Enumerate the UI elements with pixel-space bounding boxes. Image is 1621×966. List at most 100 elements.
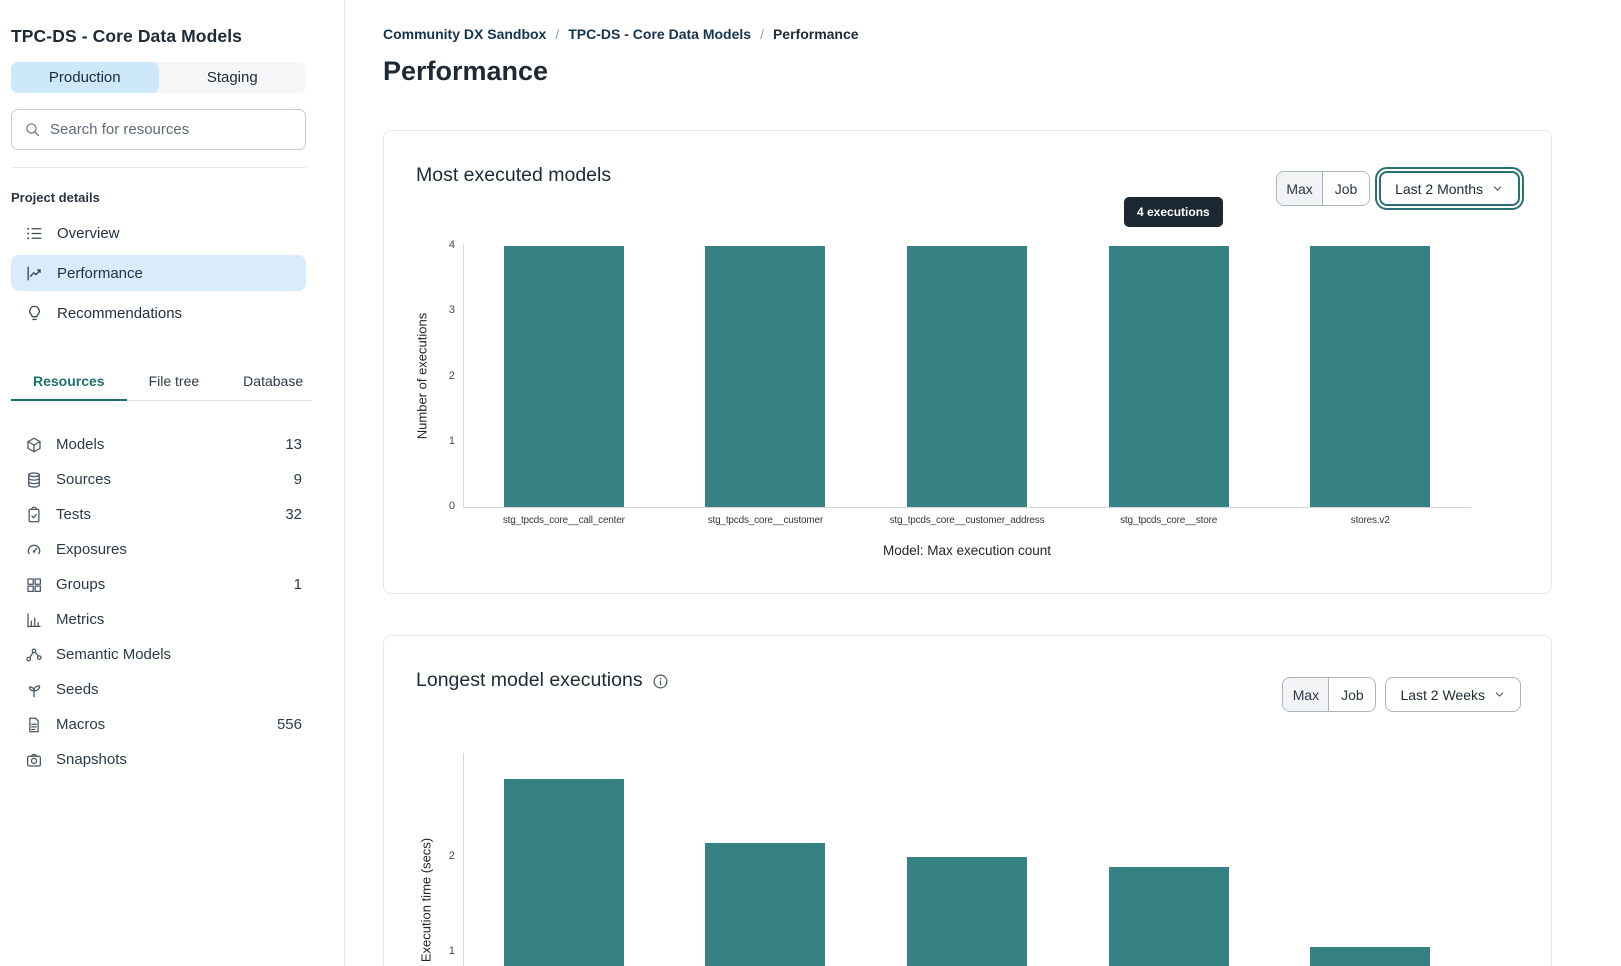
main-content: Community DX Sandbox / TPC-DS - Core Dat… <box>345 0 1621 966</box>
sidebar-item-sources[interactable]: Sources 9 <box>11 462 306 497</box>
resource-count: 9 <box>293 471 302 488</box>
divider <box>11 167 306 168</box>
project-details-label: Project details <box>11 190 100 205</box>
grid-icon <box>25 576 43 594</box>
resource-count: 32 <box>285 506 302 523</box>
resource-label: Macros <box>56 716 106 733</box>
y-axis-tick-label: 0 <box>448 500 455 512</box>
info-icon[interactable] <box>652 673 669 690</box>
seedling-icon <box>25 681 43 699</box>
sidebar-item-tests[interactable]: Tests 32 <box>11 497 306 532</box>
chart-bar[interactable] <box>705 842 826 966</box>
sidebar-item-label: Overview <box>57 224 120 242</box>
resource-label: Seeds <box>56 681 99 698</box>
chart-bar[interactable] <box>503 246 624 507</box>
tab-resources[interactable]: Resources <box>11 363 127 401</box>
y-axis-title: Execution time (secs) <box>418 837 434 963</box>
x-axis-category-label: stg_tpcds_core__store <box>1120 515 1218 526</box>
lightbulb-icon <box>25 304 44 323</box>
y-axis-line <box>463 753 464 966</box>
card-title-text: Longest model executions <box>416 669 643 691</box>
resource-label: Sources <box>56 471 112 488</box>
time-range-dropdown[interactable]: Last 2 Weeks <box>1385 677 1521 712</box>
chart-bar[interactable] <box>503 779 624 966</box>
breadcrumb-separator: / <box>760 26 764 42</box>
network-icon <box>25 646 43 664</box>
sidebar-item-overview[interactable]: Overview <box>11 215 306 251</box>
max-button[interactable]: Max <box>1277 172 1324 205</box>
tab-file-tree[interactable]: File tree <box>148 373 200 389</box>
breadcrumb: Community DX Sandbox / TPC-DS - Core Dat… <box>383 26 1552 42</box>
sidebar-item-models[interactable]: Models 13 <box>11 427 306 462</box>
tab-staging[interactable]: Staging <box>206 69 258 86</box>
x-axis-category-label: stg_tpcds_core__customer_address <box>889 515 1045 526</box>
resource-count: 556 <box>276 716 302 733</box>
most-executed-models-card: Most executed models Max Job Last 2 Mont… <box>383 130 1552 594</box>
longest-model-executions-chart: 1 2 Execution time (secs) <box>384 636 1551 966</box>
sidebar-item-metrics[interactable]: Metrics <box>11 602 306 637</box>
time-range-dropdown[interactable]: Last 2 Months <box>1375 167 1524 210</box>
sidebar-item-snapshots[interactable]: Snapshots <box>11 742 306 777</box>
card-controls: Max Job Last 2 Months <box>1276 167 1524 210</box>
sidebar-item-recommendations[interactable]: Recommendations <box>11 295 306 331</box>
sidebar-item-exposures[interactable]: Exposures <box>11 532 306 567</box>
most-executed-models-chart: 0 1 2 3 4 stg_tpcds_core__call_center stg_tpcd… <box>384 131 1551 593</box>
chart-bar[interactable] <box>907 857 1027 966</box>
resource-count: 1 <box>293 576 302 593</box>
chart-bar[interactable] <box>1108 866 1229 966</box>
breadcrumb-project[interactable]: TPC-DS - Core Data Models <box>568 26 752 42</box>
list-icon <box>25 224 44 243</box>
chart-bar[interactable] <box>1108 246 1229 507</box>
tab-database[interactable]: Database <box>243 373 304 389</box>
resource-label: Metrics <box>56 611 105 628</box>
sidebar-item-groups[interactable]: Groups 1 <box>11 567 306 602</box>
sidebar-item-label: Recommendations <box>57 304 183 322</box>
search-input[interactable] <box>50 121 293 138</box>
sidebar-item-macros[interactable]: Macros 556 <box>11 707 306 742</box>
y-axis-tick-label: 2 <box>448 369 455 382</box>
resource-label: Exposures <box>56 541 127 558</box>
search-box[interactable] <box>11 109 306 150</box>
resource-label: Groups <box>56 576 106 593</box>
chevron-down-icon <box>1491 182 1504 195</box>
bar-chart-icon <box>25 611 43 629</box>
y-axis-line <box>463 244 464 507</box>
chart-bar[interactable] <box>907 246 1027 507</box>
max-button[interactable]: Max <box>1283 678 1330 711</box>
clipboard-check-icon <box>25 506 43 524</box>
sidebar: TPC-DS - Core Data Models Production Sta… <box>0 0 345 966</box>
max-job-toggle: Max Job <box>1276 171 1371 206</box>
gauge-icon <box>25 541 43 559</box>
y-axis-tick-label: 1 <box>448 434 455 447</box>
resource-list: Models 13 Sources 9 Tests 32 Exposures <box>11 427 306 777</box>
chart-bar[interactable] <box>1310 947 1431 966</box>
environment-tabs: Production Staging <box>11 62 306 93</box>
resource-tabs: Resources File tree Database <box>11 363 312 401</box>
time-range-value: Last 2 Weeks <box>1400 686 1485 703</box>
chart-tooltip: 4 executions <box>1124 197 1223 227</box>
y-axis-tick-label: 1 <box>448 945 455 957</box>
breadcrumb-account[interactable]: Community DX Sandbox <box>383 26 547 42</box>
sidebar-item-semantic-models[interactable]: Semantic Models <box>11 637 306 672</box>
job-button[interactable]: Job <box>1329 678 1376 711</box>
tab-production[interactable]: Production <box>11 62 159 93</box>
project-title: TPC-DS - Core Data Models <box>11 26 242 46</box>
page-title: Performance <box>383 56 549 86</box>
database-icon <box>25 471 43 489</box>
sidebar-item-performance[interactable]: Performance <box>11 255 306 291</box>
document-icon <box>25 716 43 734</box>
chevron-down-icon <box>1493 688 1506 701</box>
trend-chart-icon <box>25 264 44 283</box>
resource-label: Semantic Models <box>56 646 172 663</box>
camera-icon <box>25 751 43 769</box>
search-icon <box>24 121 41 138</box>
sidebar-item-seeds[interactable]: Seeds <box>11 672 306 707</box>
max-job-toggle: Max Job <box>1282 677 1377 712</box>
x-axis-category-label: stores.v2 <box>1350 515 1390 526</box>
x-axis-category-label: stg_tpcds_core__customer <box>707 515 824 526</box>
chart-bar[interactable] <box>705 246 826 507</box>
sidebar-item-label: Performance <box>57 264 143 282</box>
card-title: Most executed models <box>416 164 612 186</box>
job-button[interactable]: Job <box>1323 172 1370 205</box>
chart-bar[interactable] <box>1310 246 1431 507</box>
